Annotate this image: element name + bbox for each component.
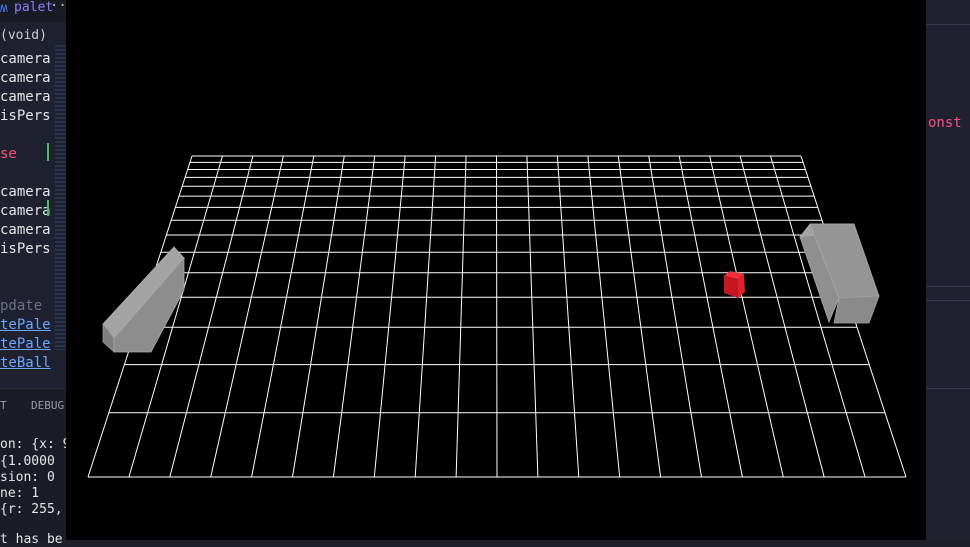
function-signature: (void) — [0, 28, 47, 43]
grid-line-vertical — [679, 156, 742, 477]
code-update-call: tePale — [0, 336, 51, 352]
debug-output-line: ne: 1 — [0, 486, 39, 501]
code-line: camera — [0, 184, 51, 200]
code-line: camera — [0, 203, 51, 219]
grid-line-vertical — [710, 156, 784, 477]
right-paddle-front — [834, 296, 879, 323]
file-type-icon: ʍ — [0, 1, 8, 16]
grid-line-vertical — [557, 156, 578, 477]
grid-line-vertical — [740, 156, 824, 477]
right-divider — [926, 300, 970, 301]
code-keyword-else: se — [0, 146, 17, 162]
grid-line-vertical — [527, 156, 538, 477]
code-keyword-const: onst — [928, 115, 962, 131]
grid-line-vertical — [456, 156, 466, 477]
code-line: isPers — [0, 108, 51, 124]
grid-line-vertical — [374, 156, 405, 477]
grid-line-vertical — [211, 156, 284, 477]
debug-output-line: on: {x: 9 — [0, 437, 70, 452]
grid-line-vertical — [293, 156, 345, 477]
right-paddle — [800, 224, 879, 323]
right-divider — [926, 286, 970, 287]
code-line: camera — [0, 70, 51, 86]
code-line: camera — [0, 222, 51, 238]
grid-line-vertical — [497, 156, 498, 477]
grid-line-vertical — [170, 156, 253, 477]
grid-line-vertical — [649, 156, 702, 477]
debug-output-line: {r: 255, — [0, 502, 63, 517]
right-editor-strip — [926, 0, 970, 540]
right-divider — [926, 388, 970, 389]
code-line: camera — [0, 51, 51, 67]
grid-line-vertical — [618, 156, 660, 477]
code-line: isPers — [0, 241, 51, 257]
right-divider — [926, 24, 970, 25]
code-comment: pdate — [0, 298, 42, 314]
ball-left — [724, 276, 738, 298]
game-viewport — [66, 0, 926, 540]
panel-tab-output[interactable]: T — [0, 399, 7, 412]
git-change-marker — [47, 143, 49, 161]
code-update-call: teBall — [0, 355, 51, 371]
grid-line-vertical — [333, 156, 374, 477]
panel-tab-debug[interactable]: DEBUG — [31, 399, 64, 412]
ball-cube — [724, 271, 745, 298]
grid-line-vertical — [252, 156, 314, 477]
code-line: camera — [0, 89, 51, 105]
code-update-call: tePale — [0, 317, 51, 333]
game-window[interactable] — [66, 0, 926, 540]
grid-line-vertical — [588, 156, 620, 477]
floor-grid — [88, 156, 906, 477]
left-paddle — [103, 247, 184, 352]
debug-output-line: {1.0000 — [0, 454, 55, 469]
grid-line-vertical — [415, 156, 435, 477]
editor-tab-palet[interactable]: palet — [14, 0, 53, 15]
debug-output-line: sion: 0 — [0, 470, 55, 485]
git-change-marker — [47, 200, 49, 216]
